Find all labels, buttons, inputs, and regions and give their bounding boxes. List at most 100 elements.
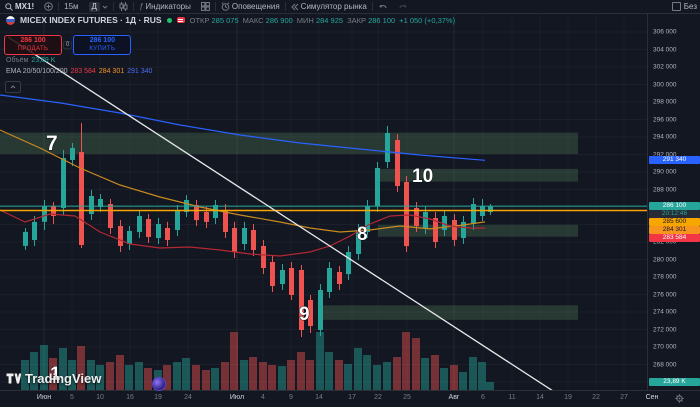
- symbol-name: MX1!: [15, 2, 35, 11]
- time-tick-label: Сен: [645, 394, 659, 401]
- market-simulator-button[interactable]: Симулятор рынка: [286, 0, 372, 13]
- price-tick-label: 288 000: [653, 186, 677, 193]
- time-tick-label: Авг: [448, 394, 460, 401]
- price-tick-label: 300 000: [653, 81, 677, 88]
- sell-button[interactable]: 286 100 ПРОДАТЬ: [4, 35, 62, 56]
- symbol-legend: MICEX INDEX FUTURES · 1Д · RUS ОТКР 285 …: [6, 15, 455, 25]
- volume-legend[interactable]: Объём 23,89 K: [6, 57, 55, 64]
- price-axis-badge: 20:12:46: [649, 210, 700, 218]
- ema-legend[interactable]: EMA 20/50/100/200 283 584 284 301 291 340: [6, 68, 152, 75]
- price-tick-label: 282 000: [653, 238, 677, 246]
- toolbar-divider: [284, 2, 286, 11]
- indicators-button[interactable]: ƒ Индикаторы: [134, 0, 196, 13]
- ema-20-value: 283 584: [70, 68, 96, 75]
- publish-checkbox[interactable]: [671, 2, 681, 11]
- change-value: +1 050 (+0,37%): [399, 15, 456, 25]
- toolbar-divider: [371, 2, 373, 11]
- time-tick-label: 25: [403, 394, 411, 401]
- volume-label: Объём: [6, 57, 29, 64]
- buy-button[interactable]: 286 100 КУПИТЬ: [73, 35, 132, 56]
- time-tick-label: 22: [374, 394, 382, 401]
- high-value: 286 900: [265, 15, 293, 25]
- trendline-layer: [7, 36, 553, 390]
- replay-rewind-icon: [290, 3, 299, 11]
- ema-100-value: 284 301: [98, 68, 125, 75]
- volume-bars-layer: [21, 332, 494, 390]
- sell-price: 286 100: [20, 37, 46, 44]
- price-tick-label: 276 000: [653, 291, 677, 298]
- trade-panel: 286 100 ПРОДАТЬ 0 286 100 КУПИТЬ: [4, 35, 132, 56]
- indicators-icon: ƒ: [138, 2, 144, 11]
- price-tick-label: 304 000: [653, 46, 677, 53]
- interval-15m-label: 15м: [64, 2, 79, 11]
- time-tick-label: 6: [481, 394, 485, 401]
- time-tick-label: 10: [96, 394, 104, 401]
- top-toolbar: MX1! 15м Д ƒ Индикаторы: [0, 0, 700, 14]
- time-tick-label: 9: [289, 394, 293, 401]
- purple-sticker-icon[interactable]: [152, 377, 166, 391]
- russia-flag-icon: [6, 15, 15, 25]
- horizontal-lines-layer: [0, 205, 647, 212]
- axis-settings-gear-icon[interactable]: [675, 394, 684, 405]
- svg-text:10: 10: [412, 166, 433, 187]
- alerts-button[interactable]: Оповещения: [216, 0, 285, 13]
- price-tick-label: 272 000: [653, 326, 677, 333]
- compare-add-icon[interactable]: [39, 0, 58, 13]
- time-axis[interactable]: Июн 5 10 16 19 24 Июл 4 9 14 17 22 25 Авг 6 11 14 19 22 27 С…: [0, 390, 700, 407]
- publish-checkbox-label: Без: [683, 2, 697, 11]
- price-chart-canvas[interactable]: 7 10 8 9 1: [0, 14, 647, 390]
- open-label: ОТКР: [189, 15, 210, 25]
- market-status-dot-icon: [166, 17, 172, 23]
- symbol-search-button[interactable]: MX1!: [0, 0, 39, 13]
- price-tick-label: 280 000: [653, 256, 677, 263]
- close-label: ЗАКР: [347, 15, 366, 25]
- price-tick-label: 278 000: [653, 273, 677, 281]
- data-delay-badge-icon: [176, 17, 185, 23]
- price-axis-badge: 286 100: [649, 202, 700, 210]
- interval-favorite-15m[interactable]: 15м: [59, 0, 83, 13]
- tradingview-logo-text: TradingView: [25, 371, 102, 386]
- time-tick-label: 22: [592, 394, 600, 401]
- time-tick-label: 24: [184, 394, 192, 401]
- time-tick-label: 17: [348, 394, 356, 401]
- indicators-label: Индикаторы: [145, 2, 191, 11]
- chevron-down-icon: [102, 5, 108, 9]
- price-tick-label: 268 000: [653, 361, 677, 368]
- price-axis-badge: 23,89 K: [649, 378, 700, 386]
- undo-icon[interactable]: [373, 0, 393, 13]
- svg-text:9: 9: [299, 304, 310, 325]
- symbol-title[interactable]: MICEX INDEX FUTURES · 1Д · RUS: [20, 15, 162, 25]
- low-label: МИН: [296, 15, 314, 25]
- ema-lines-layer: [0, 94, 486, 257]
- chevron-up-icon: [10, 85, 16, 89]
- close-value: 286 100: [368, 15, 396, 25]
- price-tick-label: 306 000: [653, 28, 677, 36]
- ohlc-values: ОТКР 285 075 МАКС 286 900 МИН 284 925 ЗА…: [190, 16, 455, 25]
- svg-text:1: 1: [50, 364, 61, 385]
- tradingview-logo[interactable]: TradingView: [6, 371, 101, 386]
- toolbar-right-group: Без: [671, 2, 700, 11]
- price-axis[interactable]: 306 000 304 000 302 000 300 000 298 000 296 0…: [647, 14, 700, 390]
- price-tick-label: 298 000: [653, 98, 677, 106]
- time-tick-label: 11: [508, 394, 516, 401]
- price-axis-badge: 284 301: [649, 226, 700, 234]
- layout-grid-icon[interactable]: [196, 0, 215, 13]
- toolbar-divider: [214, 2, 216, 11]
- price-axis-badge: 285 600: [649, 218, 700, 226]
- time-tick-label: 14: [315, 394, 323, 401]
- chart-style-icon[interactable]: [114, 0, 133, 13]
- search-icon: [5, 2, 13, 11]
- time-tick-label: 16: [126, 394, 134, 401]
- time-tick-label: 5: [70, 394, 74, 401]
- redo-icon[interactable]: [393, 0, 413, 13]
- tradingview-mark-icon: [6, 373, 21, 384]
- svg-text:7: 7: [46, 132, 58, 155]
- interval-active-daily[interactable]: Д: [84, 0, 113, 13]
- high-label: МАКС: [242, 15, 264, 25]
- spread-value: 0: [63, 41, 73, 50]
- collapse-legend-button[interactable]: [5, 81, 21, 93]
- time-tick-label: Июн: [36, 394, 52, 401]
- price-tick-label: 270 000: [653, 343, 677, 351]
- price-tick-label: 294 000: [653, 133, 677, 141]
